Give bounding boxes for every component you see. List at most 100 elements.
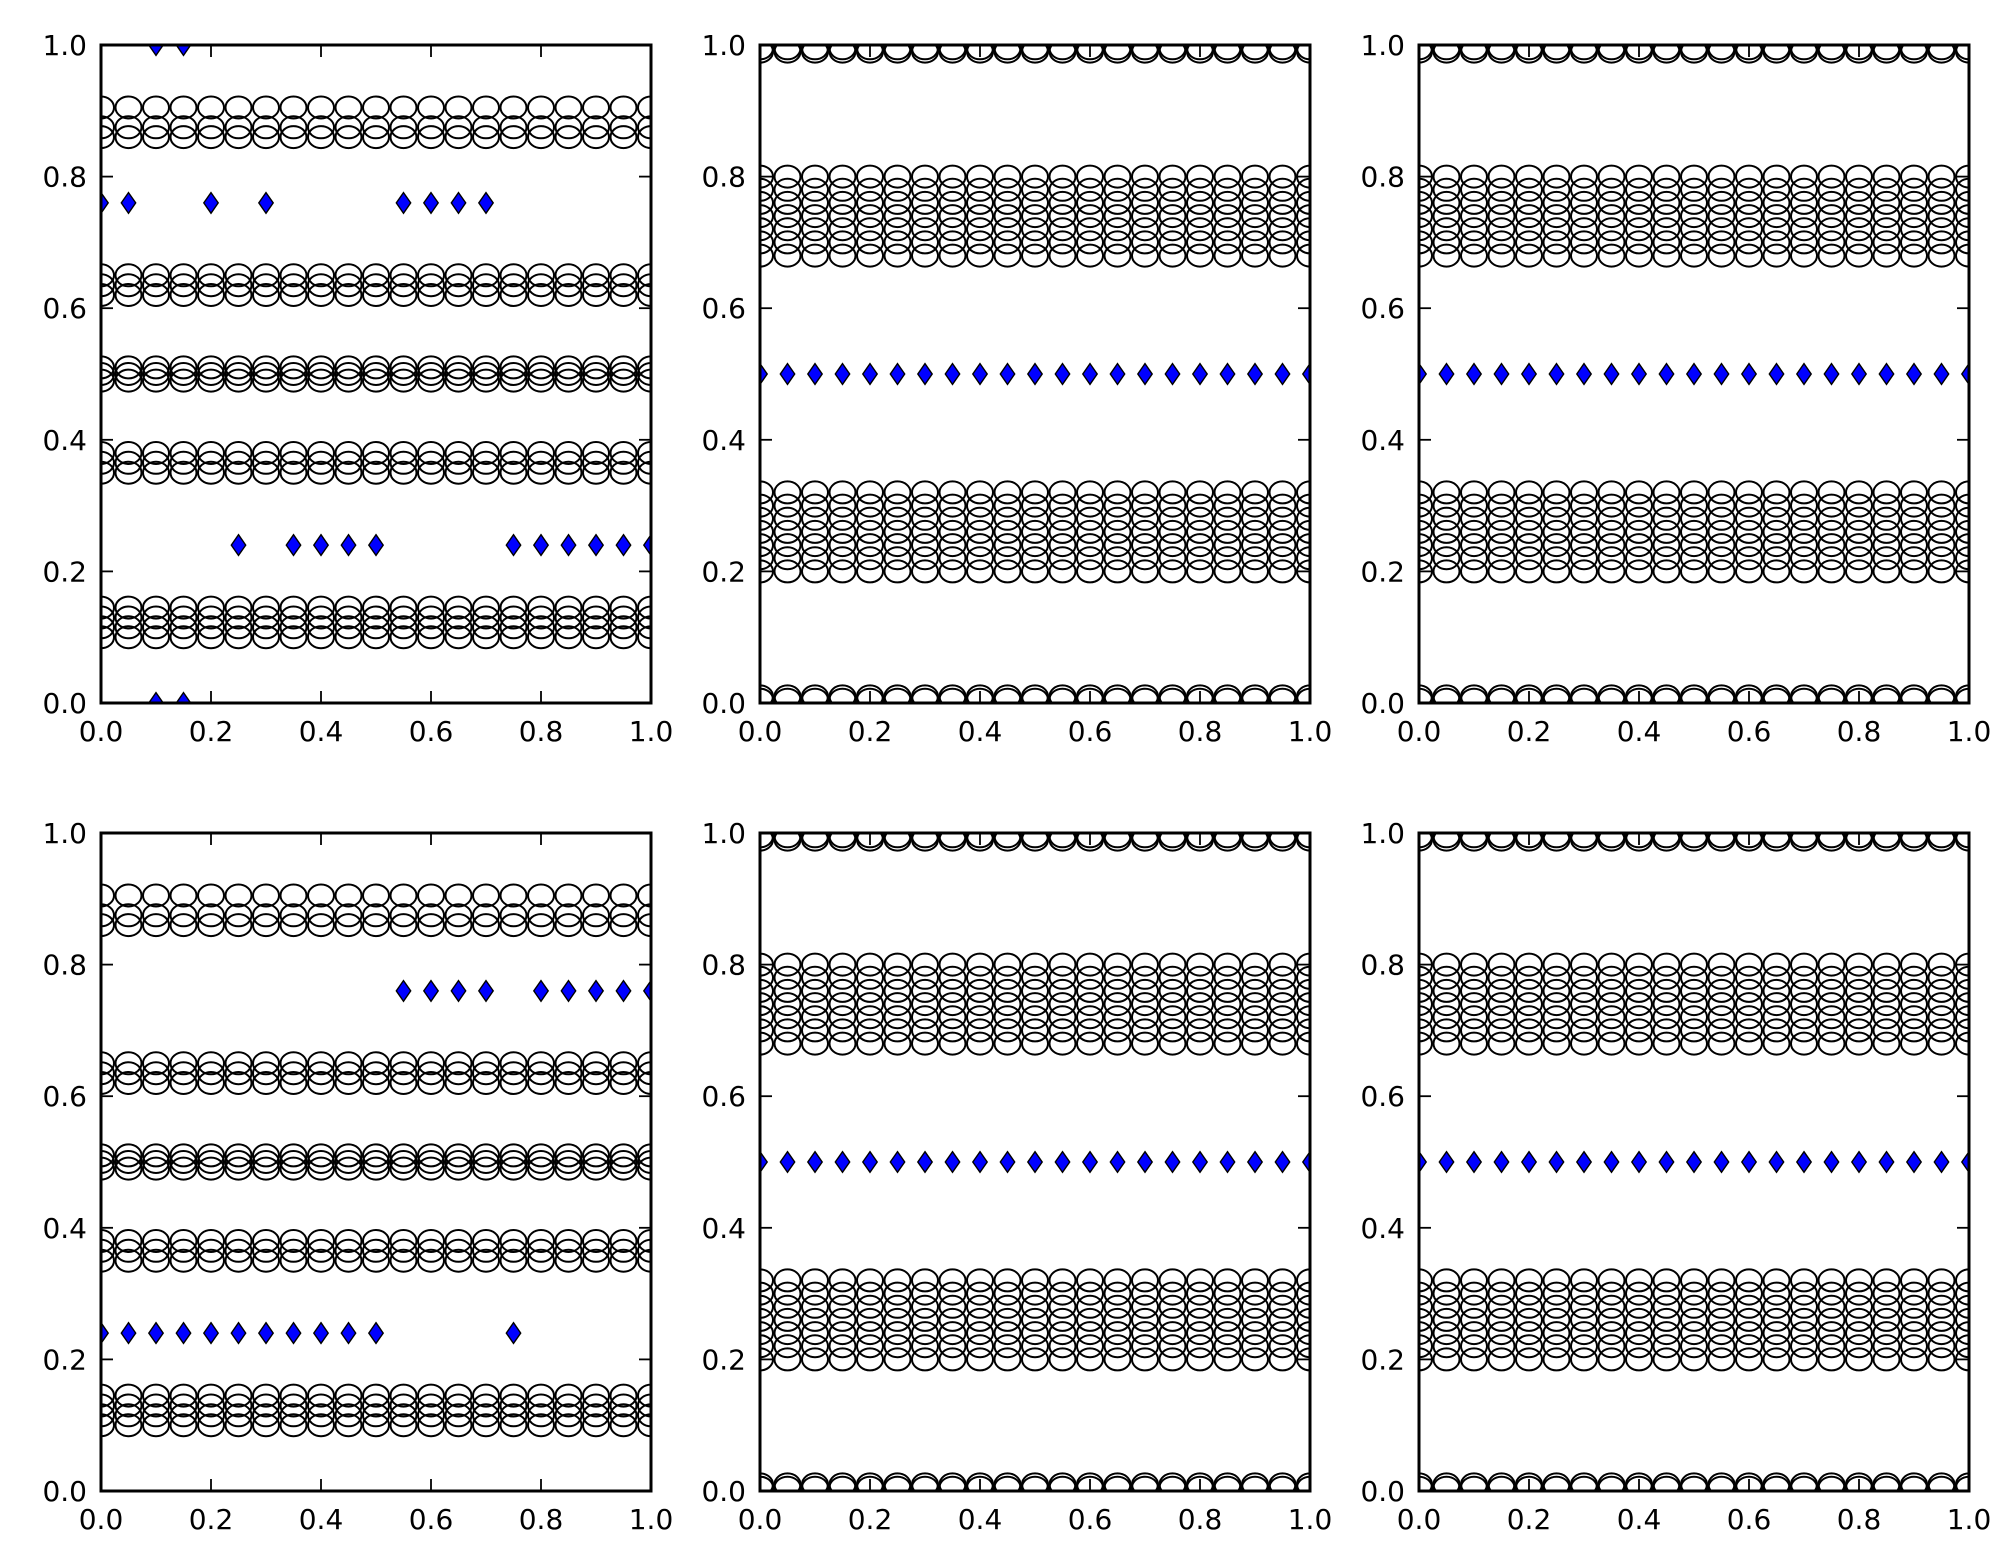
circle-point bbox=[1021, 164, 1049, 189]
circle-point bbox=[828, 546, 857, 571]
circle-point bbox=[1625, 952, 1653, 977]
circle-point bbox=[1845, 1472, 1873, 1491]
circle-point bbox=[101, 913, 115, 938]
circle-point bbox=[1021, 684, 1049, 703]
circle-point bbox=[334, 625, 363, 650]
circle-point bbox=[1927, 952, 1956, 977]
circle-point bbox=[883, 1005, 912, 1030]
circle-point bbox=[554, 1403, 583, 1428]
circle-point bbox=[1927, 204, 1956, 229]
circle-point bbox=[1268, 1307, 1297, 1332]
circle-point bbox=[307, 441, 335, 465]
circle-point bbox=[1515, 1268, 1543, 1293]
circle-point bbox=[1103, 546, 1132, 571]
circle-point bbox=[1186, 190, 1214, 215]
diamond-point bbox=[1164, 1150, 1181, 1174]
circle-point bbox=[1597, 506, 1626, 531]
circle-point bbox=[527, 368, 555, 393]
circle-point bbox=[1625, 546, 1653, 571]
diamond-point bbox=[1658, 362, 1675, 386]
circle-point bbox=[1487, 1018, 1516, 1043]
diamond-point bbox=[560, 979, 577, 1003]
circle-point bbox=[1542, 952, 1571, 977]
circle-point bbox=[911, 164, 939, 189]
circle-point bbox=[760, 1281, 774, 1306]
circle-point bbox=[1076, 684, 1104, 703]
circle-point bbox=[169, 625, 198, 650]
circle-point bbox=[609, 1051, 638, 1076]
y-tick-label: 0.8 bbox=[1360, 949, 1405, 982]
circle-point bbox=[1158, 687, 1187, 703]
circle-point bbox=[142, 1403, 170, 1428]
circle-point bbox=[1186, 519, 1214, 544]
circle-point bbox=[444, 263, 473, 288]
markers bbox=[101, 45, 651, 703]
circle-point bbox=[279, 883, 308, 908]
diamond-point bbox=[1630, 362, 1648, 386]
circle-point bbox=[1296, 684, 1310, 703]
circle-point bbox=[1076, 1268, 1104, 1293]
circle-point bbox=[472, 1403, 500, 1428]
x-tick-label: 0.0 bbox=[1397, 1503, 1442, 1536]
circle-point bbox=[1597, 1018, 1626, 1043]
circle-point bbox=[1296, 978, 1310, 1003]
axes-frame bbox=[1417, 43, 1971, 705]
circle-point bbox=[828, 684, 857, 703]
circle-point bbox=[1432, 546, 1461, 571]
circle-point bbox=[1103, 965, 1132, 990]
circle-point bbox=[114, 1403, 143, 1428]
circle-point bbox=[197, 1071, 225, 1095]
circle-point bbox=[993, 204, 1022, 229]
y-tick-label: 0.4 bbox=[701, 424, 746, 457]
circle-point bbox=[1597, 243, 1626, 268]
circle-point bbox=[554, 1238, 583, 1263]
circle-point bbox=[499, 460, 528, 485]
circle-point bbox=[801, 177, 829, 202]
circle-point bbox=[362, 1383, 390, 1408]
circle-point bbox=[1131, 1307, 1159, 1332]
circle-point bbox=[1570, 519, 1598, 544]
circle-point bbox=[1460, 533, 1488, 558]
circle-point bbox=[856, 1334, 884, 1359]
circle-point bbox=[417, 441, 445, 465]
circle-point bbox=[637, 355, 651, 380]
circle-point bbox=[197, 1150, 225, 1174]
circle-point bbox=[279, 273, 308, 298]
subplot-6: 0.0 0.2 0.4 0.6 0.8 1.00.00.20.40.60.81.0 bbox=[1360, 817, 1991, 1536]
circle-point bbox=[911, 978, 939, 1003]
circle-point bbox=[527, 125, 555, 150]
circle-point bbox=[554, 1413, 583, 1438]
circle-point bbox=[1872, 559, 1901, 584]
circle-point bbox=[444, 1403, 473, 1428]
circle-point bbox=[1213, 1472, 1242, 1491]
x-tick-label: 1.0 bbox=[1947, 715, 1992, 748]
circle-point bbox=[773, 833, 802, 849]
circle-point bbox=[911, 493, 939, 518]
circle-point bbox=[637, 125, 651, 150]
circle-point bbox=[1817, 1268, 1846, 1293]
circle-point bbox=[1790, 204, 1818, 229]
circle-point bbox=[1542, 833, 1571, 849]
circle-point bbox=[993, 480, 1022, 505]
circle-point bbox=[1845, 506, 1873, 531]
circle-point bbox=[554, 115, 583, 140]
circle-point bbox=[1048, 1472, 1077, 1491]
circle-point bbox=[1625, 177, 1653, 202]
circle-point bbox=[362, 125, 390, 150]
circle-point bbox=[252, 115, 280, 140]
circle-point bbox=[101, 1393, 115, 1418]
circle-point bbox=[1625, 533, 1653, 558]
circle-point bbox=[1735, 1005, 1763, 1030]
circle-point bbox=[114, 625, 143, 650]
circle-point bbox=[114, 441, 143, 465]
circle-point bbox=[801, 493, 829, 518]
circle-point bbox=[773, 1281, 802, 1306]
circle-point bbox=[1213, 1005, 1242, 1030]
circle-point bbox=[1021, 1281, 1049, 1306]
circle-point bbox=[1419, 177, 1433, 202]
circle-point bbox=[582, 1150, 610, 1174]
circle-point bbox=[1432, 190, 1461, 215]
x-tick-label: 0.4 bbox=[958, 1503, 1003, 1536]
circle-point bbox=[1158, 480, 1187, 505]
circle-point bbox=[1076, 177, 1104, 202]
